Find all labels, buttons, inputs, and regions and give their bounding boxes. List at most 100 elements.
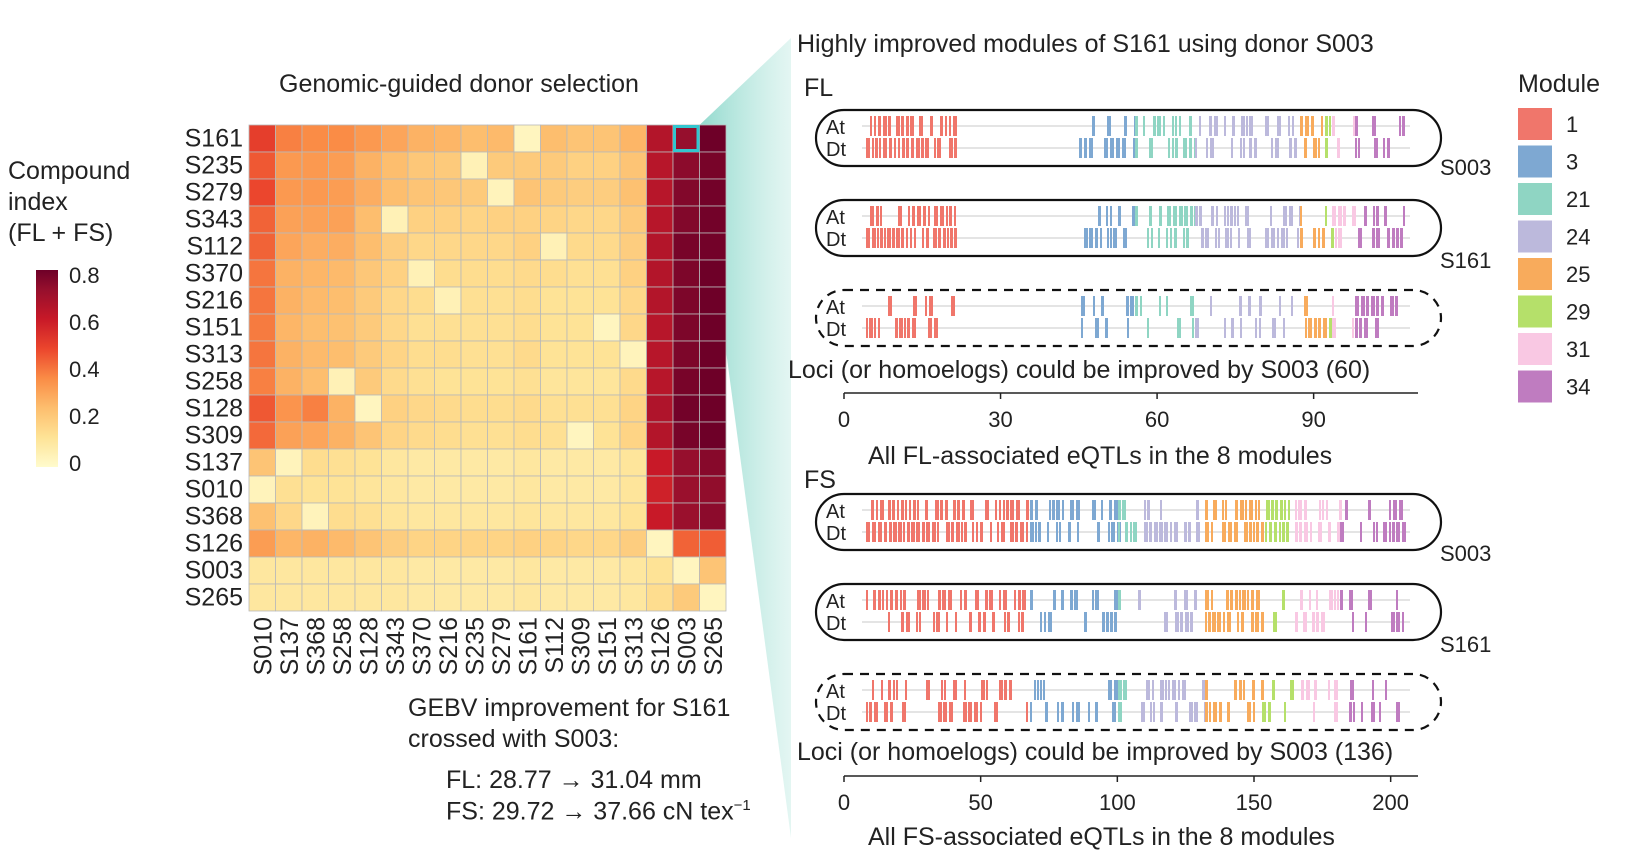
track-3-dt-locus — [1154, 522, 1158, 542]
track-4-dt-locus — [1352, 612, 1354, 632]
track-3-dt-locus — [1396, 522, 1400, 542]
track-5-at-locus — [941, 680, 943, 700]
heatmap-cell-S279-S265 — [699, 178, 727, 207]
track-4-at-locus — [1053, 590, 1056, 610]
track-2-at-locus — [1248, 296, 1251, 316]
track-4-at-locus — [1211, 590, 1213, 610]
track-0-at-locus — [870, 116, 872, 136]
track-3-at-locus — [1368, 500, 1371, 520]
heatmap-cell-S265-S126 — [646, 583, 674, 612]
track-3-dt-locus — [889, 522, 892, 542]
track-5-at-locus — [1234, 680, 1237, 700]
track-3-at-locus — [1319, 500, 1321, 520]
heatmap-cell-S265-S216 — [434, 583, 462, 612]
track-1-at-locus — [1300, 206, 1302, 226]
track-1-at-locus — [1224, 206, 1226, 226]
track-0-at-locus — [1292, 116, 1294, 136]
track-2-dt-locus — [907, 318, 910, 338]
track-3-at-locus — [1225, 500, 1227, 520]
track-2-dt-locus — [866, 318, 868, 338]
track-0-dt-locus — [1135, 138, 1138, 158]
track-0-at-locus — [1232, 116, 1235, 136]
track-1-dt-locus — [1322, 228, 1325, 248]
track-2-at-locus — [1291, 296, 1293, 316]
heatmap-cell-S235-S126 — [646, 151, 674, 180]
track-3-at-locus — [1213, 500, 1217, 520]
track-5-dt-locus — [963, 702, 967, 722]
track-2-at-locus — [1130, 296, 1134, 316]
track-0-at-locus — [1241, 116, 1245, 136]
track-5-at-locus — [1178, 680, 1180, 700]
heatmap-cell-S126-S370 — [407, 529, 435, 558]
track-5-at-locus — [1385, 680, 1387, 700]
heatmap-cell-S003-S258 — [328, 556, 356, 585]
col-label-S265: S265 — [700, 617, 728, 675]
heatmap-cell-S370-S313 — [619, 259, 647, 288]
track-3-at-locus — [1275, 500, 1278, 520]
track-2-outline — [814, 288, 1443, 348]
module-legend-swatch-1 — [1518, 108, 1552, 140]
track-1-at-locus — [1190, 206, 1193, 226]
track-5-dt-locus — [1088, 702, 1090, 722]
heatmap-cell-S265-S368 — [301, 583, 329, 612]
heatmap-cell-S003-S309 — [566, 556, 594, 585]
module-legend-swatch-34 — [1518, 370, 1552, 403]
heatmap-cell-S309-S370 — [407, 421, 435, 450]
heatmap-cell-S112-S161 — [513, 232, 541, 261]
track-2-dt-locus — [895, 318, 898, 338]
track-5-at-locus — [1306, 680, 1310, 700]
heatmap-cell-S368-S151 — [593, 502, 621, 531]
track-3-at-locus — [1010, 500, 1014, 520]
track-4-dt-locus — [1185, 612, 1189, 632]
track-4-dt-locus — [1190, 612, 1193, 632]
track-5-dt-locus — [1205, 702, 1208, 722]
heatmap-cell-S126-S137 — [275, 529, 303, 558]
track-3-dt-locus — [1222, 522, 1226, 542]
track-0-at-locus — [1288, 116, 1290, 136]
track-1-at-locus — [946, 206, 948, 226]
track-0-at-locus — [1135, 116, 1138, 136]
track-2-dt-locus — [1329, 318, 1332, 338]
heatmap-cell-S151-S010 — [248, 313, 276, 342]
track-4-at-locus — [985, 590, 988, 610]
track-0-dt-locus — [1122, 138, 1126, 158]
module-legend-swatch-25 — [1518, 258, 1552, 290]
heatmap-cell-S279-S161 — [513, 178, 541, 207]
module-legend-label-29: 29 — [1566, 300, 1590, 325]
track-3-at-locus — [913, 500, 916, 520]
track-4-at-locus — [1194, 590, 1197, 610]
track-2-dt-locus — [1127, 318, 1129, 338]
track-5-at-locus — [1118, 680, 1122, 700]
heatmap-cell-S313-S235 — [460, 340, 488, 369]
track-4-at-locus — [1114, 590, 1118, 610]
heatmap-cell-S126-S235 — [460, 529, 488, 558]
heatmap-cell-S265-S258 — [328, 583, 356, 612]
track-5-at-locus — [1160, 680, 1164, 700]
track-3-dt-locus — [1328, 522, 1331, 542]
track-3-dt-locus — [1170, 522, 1172, 542]
track-0-dt-locus — [1079, 138, 1082, 158]
track-1-at-locus — [1325, 206, 1327, 226]
track-3-dt-locus — [937, 522, 939, 542]
track-4-at-locus — [1074, 590, 1078, 610]
heatmap-cell-S258-S126 — [646, 367, 674, 396]
track-5-at-locus — [1182, 680, 1186, 700]
fs-axis-tick-label-50: 50 — [968, 790, 992, 815]
track-0-outline — [814, 108, 1443, 168]
track-3-dt-locus — [1010, 522, 1014, 542]
track-4-at-locus — [1095, 590, 1099, 610]
track-5-dt-locus — [1219, 702, 1222, 722]
track-2-at-locus — [1159, 296, 1161, 316]
track-4-at-locus — [1018, 590, 1021, 610]
track-5-at-locus — [1004, 680, 1007, 700]
track-3-at-locus — [1222, 500, 1224, 520]
track-4-at-locus — [1061, 590, 1064, 610]
gebv-note-line-2: crossed with S003: — [408, 725, 620, 753]
heatmap-cell-S343-S368 — [301, 205, 329, 234]
heatmap-cell-S343-S265 — [699, 205, 727, 234]
track-3-at-locus — [1284, 500, 1286, 520]
heatmap-cell-S265-S003 — [672, 583, 700, 612]
track-3-dt-locus — [1184, 522, 1187, 542]
heatmap-cell-S161-S343 — [381, 124, 409, 153]
track-0-at-locus — [1172, 116, 1174, 136]
